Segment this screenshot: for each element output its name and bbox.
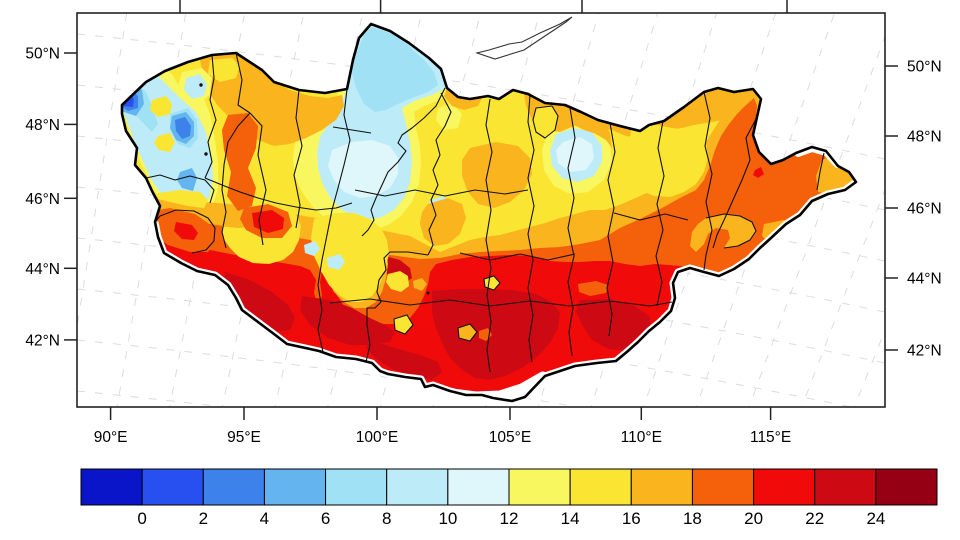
svg-text:50°N: 50°N <box>25 46 60 63</box>
svg-text:10: 10 <box>438 509 457 528</box>
svg-text:24: 24 <box>866 509 885 528</box>
svg-text:44°N: 44°N <box>907 271 942 288</box>
svg-text:44°N: 44°N <box>25 261 60 278</box>
svg-text:95°E: 95°E <box>227 429 261 446</box>
svg-text:100°E: 100°E <box>356 429 398 446</box>
svg-text:8: 8 <box>382 509 391 528</box>
svg-text:20: 20 <box>744 509 763 528</box>
svg-text:12: 12 <box>500 509 519 528</box>
svg-text:16: 16 <box>622 509 641 528</box>
svg-text:46°N: 46°N <box>907 201 942 218</box>
svg-text:18: 18 <box>683 509 702 528</box>
svg-text:48°N: 48°N <box>25 117 60 134</box>
svg-text:22: 22 <box>805 509 824 528</box>
svg-text:50°N: 50°N <box>907 59 942 76</box>
svg-text:46°N: 46°N <box>25 191 60 208</box>
svg-text:42°N: 42°N <box>907 343 942 360</box>
svg-text:115°E: 115°E <box>750 429 791 446</box>
svg-text:110°E: 110°E <box>621 429 662 446</box>
svg-text:42°N: 42°N <box>25 332 60 349</box>
svg-text:14: 14 <box>561 509 580 528</box>
svg-text:105°E: 105°E <box>489 429 531 446</box>
svg-text:0: 0 <box>137 509 146 528</box>
svg-text:4: 4 <box>260 509 269 528</box>
svg-text:90°E: 90°E <box>94 429 128 446</box>
svg-text:2: 2 <box>199 509 208 528</box>
svg-text:48°N: 48°N <box>907 129 942 146</box>
svg-text:6: 6 <box>321 509 330 528</box>
